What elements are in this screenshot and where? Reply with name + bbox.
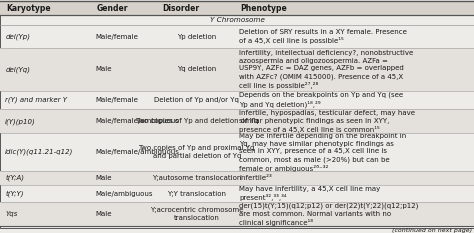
Text: del(Yp): del(Yp) [5,33,30,40]
Text: Male/female: Male/female [95,34,138,40]
Text: Karyotype: Karyotype [6,4,51,13]
Text: Yp deletion: Yp deletion [177,34,216,40]
Text: May have infertility, a 45,X cell line may
present³²,³³,³⁴: May have infertility, a 45,X cell line m… [239,186,380,201]
Text: Disorder: Disorder [163,4,200,13]
Bar [0,202,474,226]
Text: del(Yq): del(Yq) [5,66,30,72]
Text: Yq deletion: Yq deletion [177,66,216,72]
Text: Y;autosome translocation: Y;autosome translocation [152,175,241,181]
Text: Infertile²³: Infertile²³ [239,175,272,181]
Text: Two copies of Yp and deletion of Yq: Two copies of Yp and deletion of Yq [135,118,258,124]
Bar [0,1,474,15]
Text: (continued on next page): (continued on next page) [392,228,472,233]
Text: Y Chromosome: Y Chromosome [210,17,264,23]
Text: Deletion of Yp and/or Yq: Deletion of Yp and/or Yq [154,97,239,103]
Text: Male/female/ambiguous: Male/female/ambiguous [95,118,179,124]
Text: Male: Male [95,66,112,72]
Text: Male/female: Male/female [95,97,138,103]
Text: der(15)t(Y;15)(q12;p12) or der(22)t(Y;22)(q12;p12)
are most common. Normal varia: der(15)t(Y;15)(q12;p12) or der(22)t(Y;22… [239,202,418,226]
Text: Two copies of Yp and proximal Yq
and partial deletion of Yq: Two copies of Yp and proximal Yq and par… [138,145,255,159]
Text: May be infertile depending on the breakpoint in
Yq, may have similar phenotypic : May be infertile depending on the breakp… [239,133,406,172]
Text: Depends on the breakpoints on Yp and Yq (see
Yp and Yq deletion)¹⁸,²⁹: Depends on the breakpoints on Yp and Yq … [239,92,403,108]
Text: Yqs: Yqs [5,211,18,217]
Text: i(Y)(p10): i(Y)(p10) [5,118,36,124]
Bar [0,171,474,185]
Bar [0,109,474,134]
Text: Male: Male [95,211,112,217]
Text: Phenotype: Phenotype [240,4,287,13]
Text: Gender: Gender [96,4,128,13]
Text: idic(Y)(q11.21-q12): idic(Y)(q11.21-q12) [5,149,73,155]
Text: r(Y) and marker Y: r(Y) and marker Y [5,97,67,103]
Bar [0,48,474,91]
Text: Infertility, intellectual deficiency?, nonobstructive
azoospermia and oligozoosp: Infertility, intellectual deficiency?, n… [239,50,413,89]
Text: Deletion of SRY results in a XY female. Presence
of a 45,X cell line is possible: Deletion of SRY results in a XY female. … [239,29,407,44]
Text: Infertile, hypospadias, testicular defect, may have
similar phenotypic findings : Infertile, hypospadias, testicular defec… [239,110,415,133]
Text: Male/ambiguous: Male/ambiguous [95,191,153,197]
Text: t(Y;Y): t(Y;Y) [5,190,24,197]
Text: t(Y;A): t(Y;A) [5,175,24,181]
Text: Male/female/ambiguous: Male/female/ambiguous [95,149,179,155]
Text: Male: Male [95,175,112,181]
Text: Y;Y translocation: Y;Y translocation [167,191,226,197]
Text: Y;acrocentric chromosome
translocation: Y;acrocentric chromosome translocation [150,207,243,221]
